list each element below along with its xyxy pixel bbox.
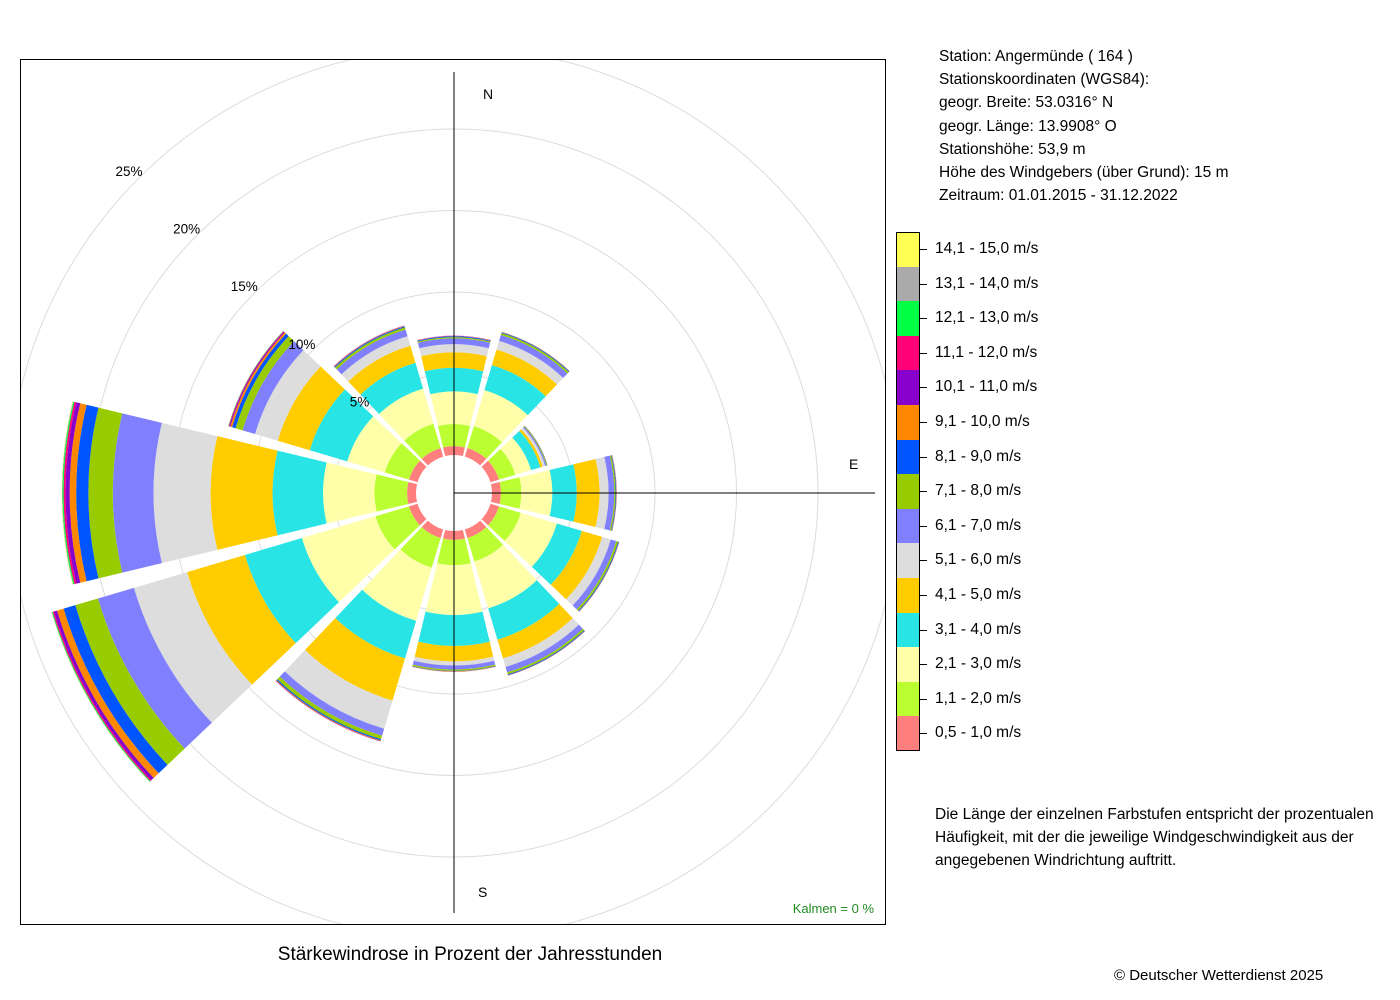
ring-label: 25%: [115, 164, 142, 179]
anemometer-height: Höhe des Windgebers (über Grund): 15 m: [939, 161, 1228, 184]
legend-label: 0,5 - 1,0 m/s: [935, 724, 1021, 742]
compass-label-north: N: [483, 86, 493, 102]
time-period: Zeitraum: 01.01.2015 - 31.12.2022: [939, 184, 1228, 207]
legend-tick: [920, 699, 927, 700]
legend-tick: [920, 733, 927, 734]
legend-tick: [920, 457, 927, 458]
wind-rose-segment: [407, 482, 417, 504]
note-line-2: Häufigkeit, mit der die jeweilige Windge…: [935, 826, 1395, 849]
legend-swatch: [896, 440, 920, 475]
wind-rose-segment: [323, 462, 377, 523]
ring-label: 10%: [288, 337, 315, 352]
legend-tick: [920, 249, 927, 250]
legend-label: 10,1 - 11,0 m/s: [935, 378, 1037, 396]
station-info: Station: Angermünde ( 164 ) Stationskoor…: [939, 45, 1228, 207]
legend-swatch: [896, 543, 920, 578]
legend-swatch: [896, 716, 920, 751]
chart-title: Stärkewindrose in Prozent der Jahresstun…: [20, 944, 920, 966]
wind-rose-segment: [374, 474, 408, 511]
legend-swatch: [896, 232, 920, 267]
legend-swatch: [896, 474, 920, 509]
legend-tick: [920, 422, 927, 423]
note-line-1: Die Länge der einzelnen Farbstufen entsp…: [935, 803, 1395, 826]
legend-label: 7,1 - 8,0 m/s: [935, 482, 1021, 500]
station-elevation: Stationshöhe: 53,9 m: [939, 138, 1228, 161]
legend-tick: [920, 560, 927, 561]
note-line-3: angegebenen Windrichtung auftritt.: [935, 849, 1395, 872]
wind-rose-segment: [211, 436, 278, 550]
compass-label-south: S: [478, 884, 487, 900]
legend-tick: [920, 664, 927, 665]
legend-tick: [920, 630, 927, 631]
station-latitude: geogr. Breite: 53.0316° N: [939, 91, 1228, 114]
legend-swatch: [896, 509, 920, 544]
wind-rose-segment: [154, 423, 218, 563]
legend-label: 8,1 - 9,0 m/s: [935, 448, 1021, 466]
legend-label: 9,1 - 10,0 m/s: [935, 413, 1030, 431]
legend-swatch: [896, 578, 920, 613]
legend-label: 12,1 - 13,0 m/s: [935, 309, 1038, 327]
legend-swatch: [896, 336, 920, 371]
legend-tick: [920, 595, 927, 596]
legend-tick: [920, 284, 927, 285]
legend-tick: [920, 387, 927, 388]
legend-label: 1,1 - 2,0 m/s: [935, 690, 1021, 708]
legend-label: 2,1 - 3,0 m/s: [935, 655, 1021, 673]
station-longitude: geogr. Länge: 13.9908° O: [939, 115, 1228, 138]
legend-tick: [920, 491, 927, 492]
wind-rose-plot-area: N E S 5% 10% 15% 20% 25% Kalmen = 0 %: [20, 59, 886, 925]
ring-label: 15%: [231, 279, 258, 294]
legend-swatch: [896, 613, 920, 648]
station-coordinates-heading: Stationskoordinaten (WGS84):: [939, 68, 1228, 91]
wind-rose-chart: N E S 5% 10% 15% 20% 25%: [21, 60, 886, 925]
legend-swatch: [896, 682, 920, 717]
legend-tick: [920, 353, 927, 354]
legend-swatch: [896, 370, 920, 405]
legend-swatch: [896, 647, 920, 682]
calm-percentage: Kalmen = 0 %: [793, 901, 874, 916]
legend-label: 3,1 - 4,0 m/s: [935, 621, 1021, 639]
ring-label: 20%: [173, 222, 200, 237]
legend-label: 6,1 - 7,0 m/s: [935, 517, 1021, 535]
explanation-note: Die Länge der einzelnen Farbstufen entsp…: [935, 803, 1395, 873]
legend-swatch: [896, 405, 920, 440]
legend-label: 13,1 - 14,0 m/s: [935, 275, 1038, 293]
legend-tick: [920, 526, 927, 527]
legend-label: 14,1 - 15,0 m/s: [935, 240, 1038, 258]
wind-rose-segment: [273, 451, 327, 536]
legend-label: 4,1 - 5,0 m/s: [935, 586, 1021, 604]
legend-swatch: [896, 267, 920, 302]
legend-swatch: [896, 301, 920, 336]
legend-label: 5,1 - 6,0 m/s: [935, 551, 1021, 569]
copyright-notice: © Deutscher Wetterdienst 2025: [1114, 967, 1323, 984]
ring-label: 5%: [350, 395, 370, 410]
station-name: Station: Angermünde ( 164 ): [939, 45, 1228, 68]
legend-tick: [920, 318, 927, 319]
legend-label: 11,1 - 12,0 m/s: [935, 344, 1037, 362]
compass-label-east: E: [849, 456, 858, 472]
